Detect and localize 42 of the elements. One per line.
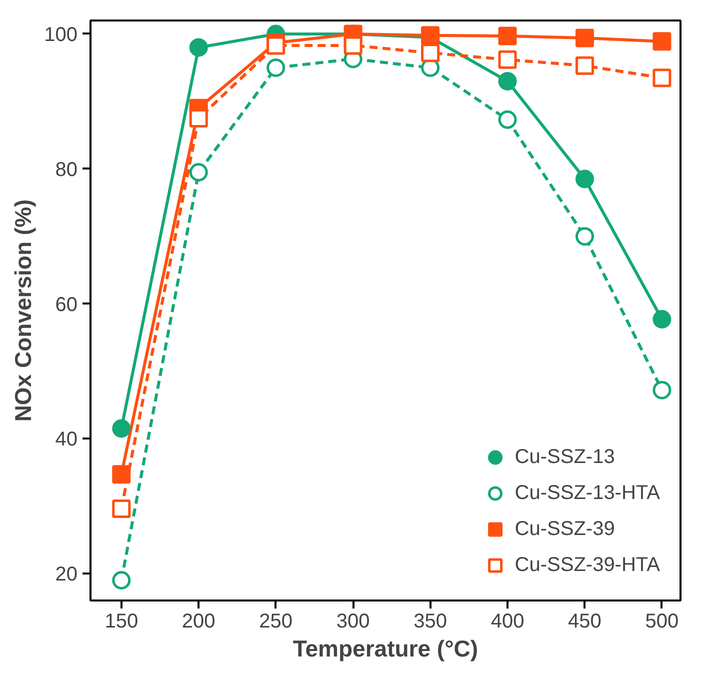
y-tick-label: 40 <box>55 428 78 451</box>
point <box>266 58 286 77</box>
point <box>189 38 208 57</box>
point <box>266 36 286 55</box>
y-tick-label: 60 <box>55 294 78 316</box>
point <box>575 28 594 48</box>
x-tick-label: 300 <box>336 610 370 632</box>
point <box>112 571 131 590</box>
point <box>112 419 131 438</box>
legend-label: Cu-SSZ-13 <box>514 446 615 468</box>
y-tick-label: 100 <box>44 24 78 46</box>
x-tick-label: 500 <box>645 610 679 632</box>
x-tick-label: 200 <box>182 610 216 632</box>
legend-label: Cu-SSZ-39-HTA <box>514 554 660 576</box>
point <box>652 310 672 328</box>
y-tick-label: 80 <box>55 158 78 181</box>
point <box>575 170 594 188</box>
legend-label: Cu-SSZ-39 <box>514 518 615 540</box>
legend-label: Cu-SSZ-13-HTA <box>514 482 660 504</box>
point <box>498 50 517 69</box>
y-axis-title: NOx Conversion (%) <box>10 199 36 422</box>
x-tick-label: 400 <box>490 610 524 632</box>
point <box>575 56 594 75</box>
point <box>189 109 208 128</box>
point <box>344 36 362 55</box>
x-tick-label: 150 <box>104 610 138 632</box>
x-tick-label: 350 <box>414 610 447 632</box>
point <box>112 500 131 518</box>
point <box>575 227 594 246</box>
y-tick-label: 20 <box>55 564 78 586</box>
point <box>652 380 672 400</box>
x-tick-label: 250 <box>259 610 293 632</box>
point <box>421 44 440 62</box>
x-tick-label: 450 <box>568 610 602 632</box>
point <box>112 465 131 484</box>
x-axis-title: Temperature (°C) <box>292 636 478 662</box>
point <box>498 26 517 46</box>
point <box>498 110 517 129</box>
point <box>189 163 208 182</box>
point <box>652 68 672 88</box>
point <box>652 32 672 51</box>
point <box>498 72 517 90</box>
